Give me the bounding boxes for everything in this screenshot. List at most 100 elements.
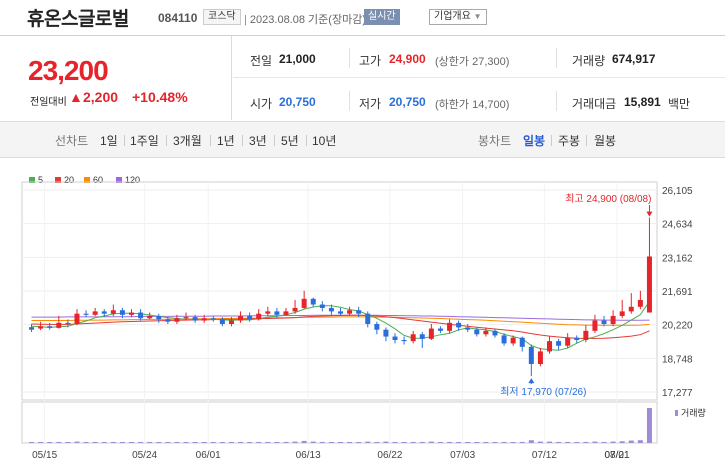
candle-body [447,322,453,331]
up-arrow-icon: ▲ [69,89,83,105]
candle-body [38,326,44,329]
candle-body [574,337,580,340]
chevron-down-icon: ▼ [473,12,482,21]
tab-10y[interactable]: 10년 [312,134,337,148]
candle-body [492,330,498,336]
candle-body [129,312,134,315]
volume-bar [119,442,125,443]
legend-ma60: 60 [84,175,103,185]
volume-bar [610,441,616,443]
legend-ma120: 120 [116,175,140,185]
volume-bar [565,441,571,443]
candle-body [265,311,271,314]
price-change: 2,200 [83,89,119,105]
x-tick-label: 06/01 [196,450,221,461]
candle-chart-label: 봉차트 [478,134,512,148]
volume-bar [528,440,534,443]
up-arrow-icon [528,378,535,384]
candle-body [465,327,471,330]
volume-bar [92,441,98,443]
tab-3m[interactable]: 3개월 [173,134,202,148]
volume-bar [338,442,343,443]
candle-body [238,315,244,321]
tab-1y[interactable]: 1년 [217,134,235,148]
separator-dot: | [244,14,247,26]
date-basis: 기준(장마감) [308,14,366,26]
company-info-dropdown[interactable]: 기업개요 ▼ [429,9,487,25]
live-button[interactable]: 실시간 [364,9,400,25]
tab-daily[interactable]: 일봉 [523,134,546,148]
volume-bar [374,441,380,443]
candle-body [528,346,534,365]
candle-body [401,339,407,342]
y-tick-label: 18,748 [662,354,693,365]
tab-divider [124,135,125,146]
candle-body [119,310,125,315]
high-annotation: 최고 24,900 (08/08) [565,193,651,205]
volume-bar [301,440,307,443]
divider [556,91,557,111]
volume-bar [328,442,334,443]
volume-bar [465,442,471,443]
high-value: 24,900 [389,52,426,66]
volume-bar [437,442,443,443]
tab-divider [274,135,275,146]
tab-monthly[interactable]: 월봉 [594,134,617,148]
volume-bar [492,442,498,443]
row-divider [233,77,725,78]
open-label: 시가 [250,97,273,111]
tab-1d[interactable]: 1일 [100,134,118,148]
candle-body [328,307,334,312]
candle-body [283,311,289,315]
y-tick-label: 24,634 [662,220,693,231]
volume-bar [556,441,562,443]
price-change-rate: +10.48% [132,89,188,105]
y-tick-label: 26,105 [662,186,693,197]
open-value: 20,750 [279,95,316,109]
y-tick-label: 17,277 [662,388,693,399]
volume-bar [228,442,234,443]
volume-bar [138,441,144,443]
tab-weekly[interactable]: 주봉 [558,134,581,148]
volume-bar [74,441,80,443]
tab-1w[interactable]: 1주일 [130,134,159,148]
volume-bar [392,441,398,443]
divider [349,91,350,111]
current-price: 23,200 [28,55,109,86]
candle-body [428,328,434,339]
candle-body [319,304,325,308]
volume-bar [65,442,71,443]
volume-bar [247,442,253,443]
volume-bar [110,441,116,443]
candle-body [219,319,225,324]
candle-body [338,311,343,314]
volume-bar [537,441,543,443]
price-box [0,36,232,120]
x-tick-label: 07/03 [450,450,475,461]
volume-bar [637,440,643,443]
volume-bar [101,442,107,443]
x-tick-label: 05/24 [132,450,157,461]
tab-5y[interactable]: 5년 [281,134,299,148]
volume-bar [474,442,480,443]
candle-body [301,298,307,308]
trade-value-label: 거래대금 [572,97,617,111]
candle-body [365,313,371,324]
candle-body [92,311,98,315]
tab-3y[interactable]: 3년 [249,134,267,148]
volume-bar [483,442,489,443]
candle-body [110,310,116,314]
volume-bar [292,441,298,443]
candle-body [356,310,362,314]
candle-body [565,337,571,346]
volume-legend-label: 거래량 [681,407,706,418]
candle-body [29,327,35,330]
low-value: 20,750 [389,95,426,109]
candle-body [547,341,552,352]
ma60-line [31,316,650,326]
volume-bar [319,441,325,443]
volume-bar [628,440,634,443]
volume-bar [147,442,153,443]
legend-swatch [84,177,90,183]
legend-swatch [116,177,122,183]
